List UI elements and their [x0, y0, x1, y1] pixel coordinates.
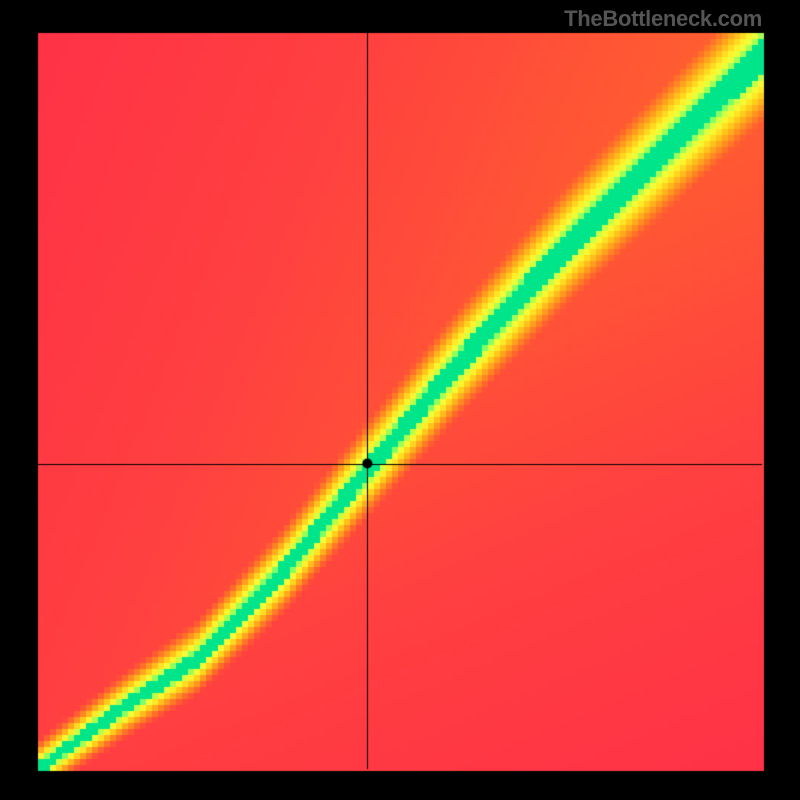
bottleneck-heatmap-canvas	[0, 0, 800, 800]
chart-container: TheBottleneck.com	[0, 0, 800, 800]
watermark-text: TheBottleneck.com	[564, 6, 762, 32]
